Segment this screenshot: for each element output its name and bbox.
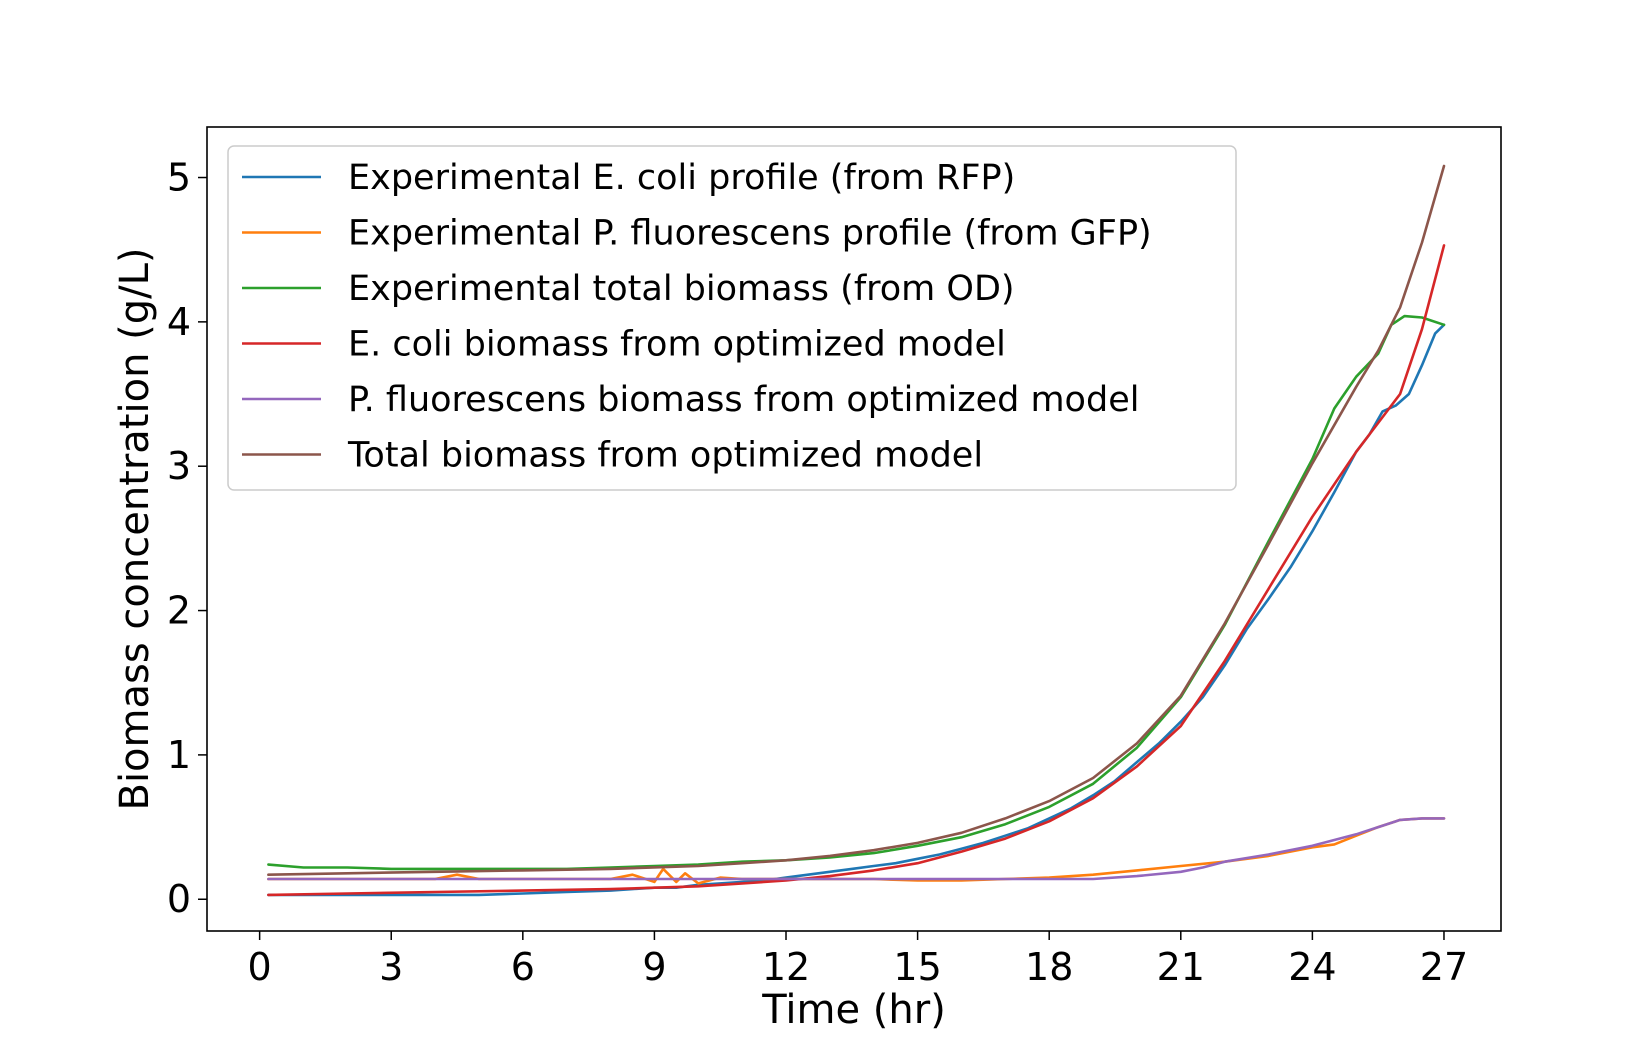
legend-label-6: Total biomass from optimized model	[347, 436, 983, 476]
x-tick-label: 24	[1288, 945, 1336, 989]
x-tick-label: 12	[762, 945, 810, 989]
x-tick-label: 9	[642, 945, 666, 989]
y-tick-label: 5	[167, 156, 191, 200]
legend-label-2: Experimental P. fluorescens profile (fro…	[348, 214, 1152, 254]
series-line-5	[267, 817, 1446, 881]
plot-area-frame	[206, 126, 1502, 932]
series-line-6	[267, 164, 1446, 877]
legend-label-1: Experimental E. coli profile (from RFP)	[348, 158, 1015, 198]
x-tick-label: 6	[511, 945, 535, 989]
series-layer	[267, 164, 1446, 897]
y-tick-label: 2	[167, 589, 191, 633]
legend-label-3: Experimental total biomass (from OD)	[348, 269, 1015, 309]
legend: Experimental E. coli profile (from RFP) E…	[227, 145, 1237, 491]
x-tick-label: 3	[379, 945, 403, 989]
x-tick-label: 27	[1420, 945, 1468, 989]
y-tick-label: 0	[167, 877, 191, 921]
series-line-1	[267, 323, 1446, 897]
legend-box	[227, 145, 1237, 491]
series-line-4	[267, 244, 1446, 897]
y-axis-label: Biomass concentration (g/L)	[112, 247, 158, 810]
legend-label-5: P. fluorescens biomass from optimized mo…	[348, 380, 1139, 420]
y-tick-label: 3	[167, 444, 191, 488]
x-axis-label: Time (hr)	[761, 987, 946, 1033]
y-tick-label: 4	[167, 300, 191, 344]
x-tick-label: 21	[1157, 945, 1205, 989]
x-tick-label: 0	[248, 945, 272, 989]
series-line-3	[267, 314, 1446, 871]
y-tick-label: 1	[167, 733, 191, 777]
x-tick-label: 18	[1025, 945, 1073, 989]
x-tick-label: 15	[893, 945, 941, 989]
legend-label-4: E. coli biomass from optimized model	[348, 325, 1006, 365]
